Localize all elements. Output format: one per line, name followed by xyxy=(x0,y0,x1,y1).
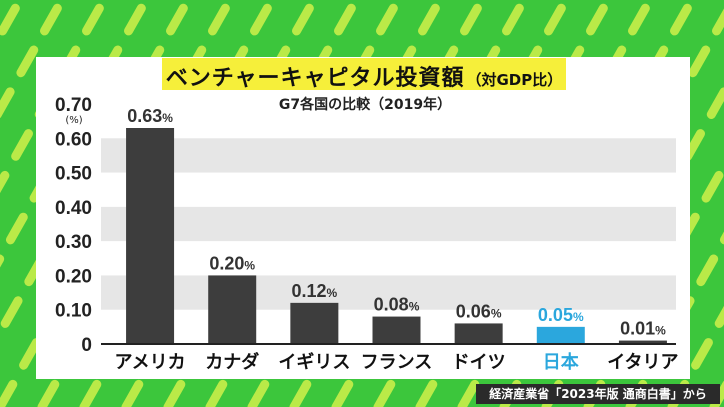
bar xyxy=(126,128,175,344)
chart-title-suffix: （対GDP比） xyxy=(466,71,563,89)
source-caption: 経済産業省「2023年版 通商白書」から xyxy=(476,384,720,404)
bar xyxy=(454,323,503,344)
bar xyxy=(536,326,585,344)
grid-band xyxy=(101,138,676,173)
data-label: 0.06% xyxy=(456,301,502,321)
y-tick-label: 0.60 xyxy=(55,129,92,150)
chart-subtitle: G7各国の比較（2019年） xyxy=(278,97,452,113)
background-stripe xyxy=(0,0,25,45)
bar xyxy=(208,275,257,344)
y-tick-label: 0.40 xyxy=(55,198,92,219)
data-label: 0.05% xyxy=(538,305,584,325)
bar-chart: 0 0.10 0.20 0.30 0.40 0.50 0.60 0.70(%) 0.63% アメリ… xyxy=(55,95,679,373)
y-axis-label: (%) xyxy=(65,115,82,126)
data-label: 0.08% xyxy=(374,295,420,315)
bar xyxy=(618,340,667,344)
data-label: 0.01% xyxy=(620,319,666,339)
data-label: 0.12% xyxy=(291,281,337,301)
bar xyxy=(372,316,421,344)
background-stripe xyxy=(0,0,67,119)
grid-band xyxy=(101,275,676,310)
grid-band xyxy=(101,206,676,242)
x-tick-label: イタリア xyxy=(607,352,678,373)
x-tick-label: カナダ xyxy=(205,351,259,373)
x-tick-label: ドイツ xyxy=(452,352,506,373)
background-stripe xyxy=(667,305,724,407)
chart-title-main: ベンチャーキャピタル投資額 xyxy=(165,66,465,91)
data-label: 0.63% xyxy=(127,106,173,126)
y-tick-label: 0.10 xyxy=(55,301,92,322)
x-tick-label: アメリカ xyxy=(115,352,186,373)
x-tick-label: イギリス xyxy=(278,352,350,373)
x-tick-label: フランス xyxy=(361,352,433,373)
y-tick-label: 0.30 xyxy=(55,232,92,253)
y-tick-label: 0.50 xyxy=(55,164,92,185)
data-label: 0.20% xyxy=(209,253,255,273)
x-tick-label: 日本 xyxy=(543,351,579,373)
y-tick-label: 0 xyxy=(81,335,92,356)
background-stripe xyxy=(709,380,724,407)
bar xyxy=(290,302,339,344)
chart-title: ベンチャーキャピタル投資額 （対GDP比） xyxy=(162,58,566,91)
y-tick-label: 0.20 xyxy=(55,266,92,287)
y-tick-label: 0.70 xyxy=(55,95,92,116)
